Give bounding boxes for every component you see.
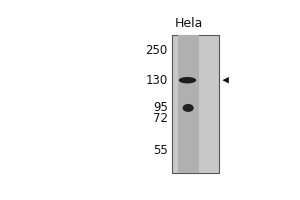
Bar [178, 35, 199, 173]
Text: 72: 72 [153, 112, 168, 125]
Text: Hela: Hela [174, 17, 203, 30]
Text: 130: 130 [146, 74, 168, 87]
Text: 95: 95 [153, 101, 168, 114]
Bar [172, 35, 219, 173]
Text: 250: 250 [146, 44, 168, 57]
Text: 55: 55 [153, 144, 168, 157]
Ellipse shape [179, 77, 196, 83]
Ellipse shape [183, 104, 194, 112]
Polygon shape [222, 77, 229, 83]
